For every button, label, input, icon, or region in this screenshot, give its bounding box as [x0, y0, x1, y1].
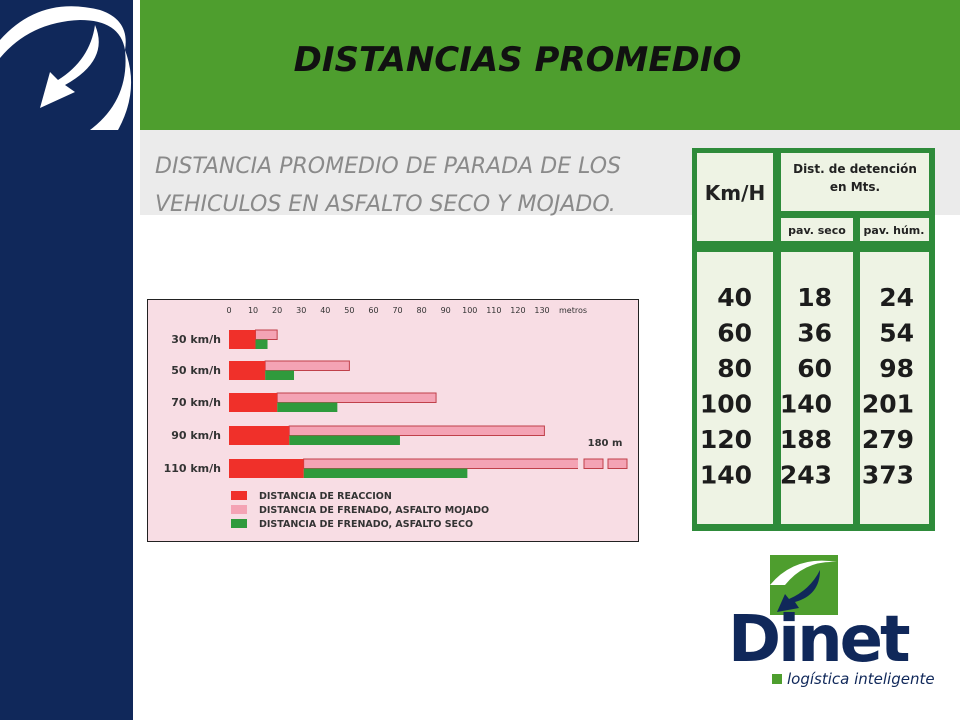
- x-tick-label: 30: [296, 306, 306, 315]
- table-cell: 24: [879, 283, 914, 312]
- bar-reaction: [229, 330, 256, 349]
- legend-swatch: [231, 505, 247, 514]
- y-tick-label: 90 km/h: [171, 429, 221, 442]
- bar-break: [583, 458, 604, 469]
- bar-reaction: [229, 361, 266, 380]
- logo-name: Dinet: [728, 603, 910, 677]
- header-band: [140, 0, 960, 130]
- table-cell: 40: [717, 283, 752, 312]
- y-tick-label: 50 km/h: [171, 364, 221, 377]
- bar-dry: [303, 468, 468, 478]
- table-cell: 279: [862, 425, 914, 454]
- bar-reaction: [229, 393, 278, 412]
- table-cell: 140: [780, 390, 832, 419]
- table-cell: 36: [797, 319, 832, 348]
- header-text: Km/H: [705, 181, 765, 205]
- table-cell: 373: [862, 461, 914, 490]
- y-tick-label: 70 km/h: [171, 396, 221, 409]
- x-tick-label: 80: [417, 306, 427, 315]
- x-tick-label: 130: [534, 306, 549, 315]
- bar-dry: [289, 435, 400, 445]
- x-tick-label: 40: [320, 306, 330, 315]
- table-cell: 18: [797, 283, 832, 312]
- x-tick-label: 50: [344, 306, 354, 315]
- header-cell: [781, 218, 853, 241]
- x-tick-label: 20: [272, 306, 282, 315]
- legend-swatch: [231, 519, 247, 528]
- header-cell: [697, 153, 773, 241]
- table-cell: 54: [879, 319, 914, 348]
- table-cell: 98: [879, 354, 914, 383]
- x-tick-label: 90: [441, 306, 451, 315]
- table-cell: 201: [862, 390, 914, 419]
- bar-reaction: [229, 426, 290, 445]
- annotation: 180 m: [588, 438, 623, 449]
- bar-wet: [264, 360, 350, 371]
- bar-break: [607, 458, 628, 469]
- header-text: pav. húm.: [864, 224, 925, 237]
- x-axis-label: metros: [559, 306, 587, 315]
- x-tick-label: 120: [510, 306, 525, 315]
- table-cell: 60: [797, 354, 832, 383]
- header-text: Dist. de detención en Mts.: [793, 162, 917, 194]
- table: Km/H Dist. de detención en Mts. pav. sec…: [692, 148, 935, 531]
- legend-label: DISTANCIA DE FRENADO, ASFALTO SECO: [259, 519, 473, 530]
- x-tick-label: 10: [248, 306, 258, 315]
- bar-reaction: [229, 459, 304, 478]
- header-cell: [860, 218, 929, 241]
- bar-dry: [277, 402, 338, 412]
- header-text: pav. seco: [788, 224, 846, 237]
- body-cell: [697, 252, 773, 524]
- legend-label: DISTANCIA DE REACCION: [259, 491, 392, 502]
- bar-wet: [276, 392, 437, 403]
- body-cell: [781, 252, 853, 524]
- x-tick-label: 0: [226, 306, 231, 315]
- x-tick-label: 100: [462, 306, 477, 315]
- table-cell: 188: [780, 425, 832, 454]
- legend-label: DISTANCIA DE FRENADO, ASFALTO MOJADO: [259, 505, 489, 516]
- table-cell: 243: [780, 461, 832, 490]
- logo-tagline: logística inteligente: [787, 670, 935, 688]
- table-cell: 80: [717, 354, 752, 383]
- table-cell: 140: [700, 461, 752, 490]
- bar-dry: [255, 339, 268, 349]
- corner-logo: [0, 0, 133, 130]
- x-tick-label: 110: [486, 306, 501, 315]
- dinet-logo: Dinet logística inteligente: [728, 555, 935, 688]
- body-text: DISTANCIA PROMEDIO DE PARADA DE LOS VEHI…: [155, 154, 621, 217]
- table-cell: 60: [717, 319, 752, 348]
- bar-wet: [254, 329, 278, 340]
- y-tick-label: 30 km/h: [171, 333, 221, 346]
- body-cell: [860, 252, 929, 524]
- chart: 0 10 20 30 40 50 60 70 80 90 100 110 120 130 metros 30 …: [147, 299, 639, 542]
- table-cell: 120: [700, 425, 752, 454]
- x-tick-label: 60: [368, 306, 378, 315]
- bar-wet: [288, 425, 545, 436]
- header-cell: [781, 153, 929, 211]
- title: DISTANCIAS PROMEDIO: [293, 40, 742, 80]
- y-tick-label: 110 km/h: [164, 462, 221, 475]
- table-cell: 100: [700, 390, 752, 419]
- x-tick-label: 70: [392, 306, 402, 315]
- legend-swatch: [231, 491, 247, 500]
- bar-dry: [265, 370, 295, 380]
